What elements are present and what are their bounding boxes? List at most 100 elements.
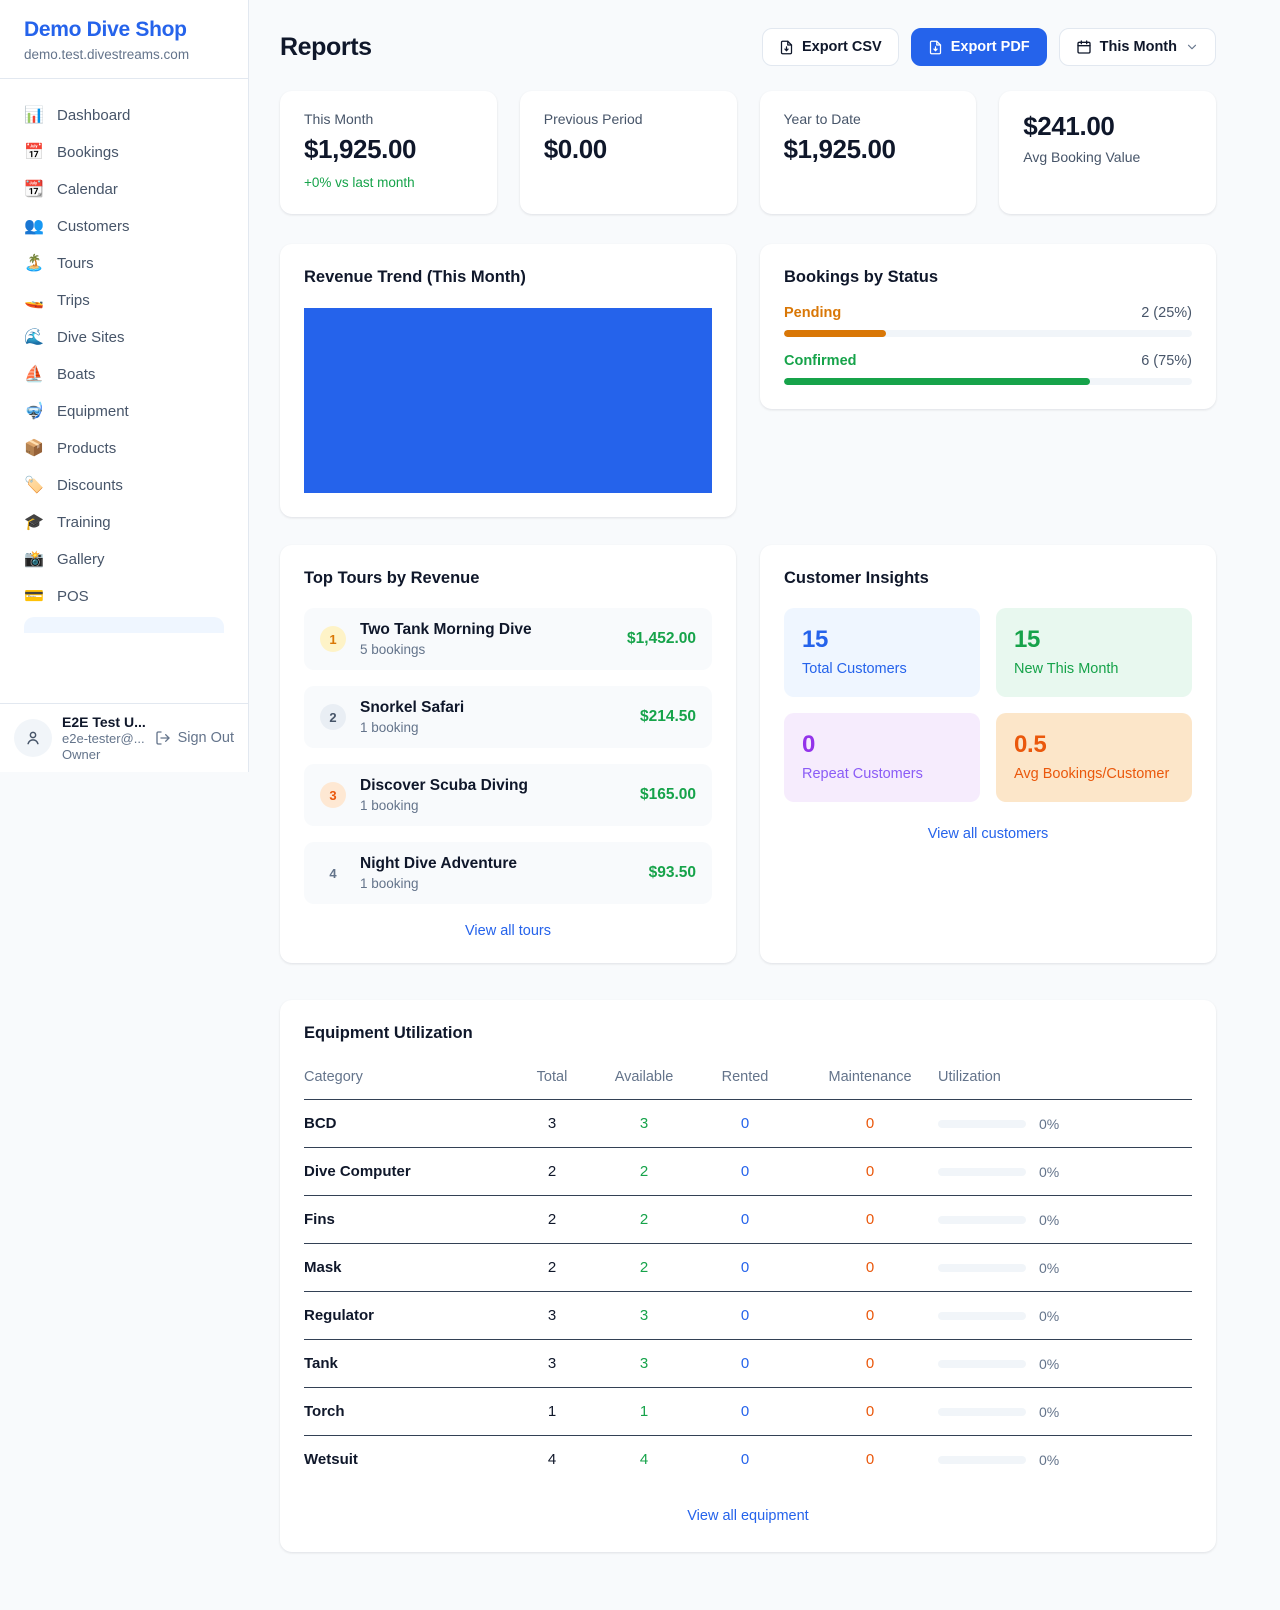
sidebar-item-pos[interactable]: 💳 POS xyxy=(12,578,236,615)
cell-available: 2 xyxy=(600,1147,688,1196)
sidebar-item-label: Boats xyxy=(57,366,96,383)
utilization-cell: 0% xyxy=(938,1404,1192,1420)
column-header-total: Total xyxy=(504,1057,600,1100)
cell-category: Dive Computer xyxy=(304,1147,504,1196)
cell-category: Fins xyxy=(304,1195,504,1244)
cell-category: Regulator xyxy=(304,1291,504,1340)
sidebar-item-discounts[interactable]: 🏷️ Discounts xyxy=(12,467,236,504)
cell-rented: 0 xyxy=(740,1451,750,1468)
calendar-date-icon: 📅 xyxy=(24,143,44,161)
user-name: E2E Test U... xyxy=(62,714,146,730)
main-content: Reports Export CSV Export PDF This Month xyxy=(280,0,1216,1592)
table-row: Regulator 3 3 0 0 0% xyxy=(304,1291,1192,1340)
utilization-cell: 0% xyxy=(938,1212,1192,1228)
period-selector[interactable]: This Month xyxy=(1058,28,1216,66)
tour-list-item[interactable]: 4 Night Dive Adventure 1 booking $93.50 xyxy=(304,842,712,904)
page-header: Reports Export CSV Export PDF This Month xyxy=(280,28,1216,66)
sidebar-item-calendar[interactable]: 📆 Calendar xyxy=(12,171,236,208)
column-header-available: Available xyxy=(600,1057,688,1100)
graduation-cap-icon: 🎓 xyxy=(24,513,44,531)
sidebar-item-training[interactable]: 🎓 Training xyxy=(12,504,236,541)
insight-value: 15 xyxy=(1014,626,1041,653)
stat-label: This Month xyxy=(304,111,374,127)
sidebar-item-bookings[interactable]: 📅 Bookings xyxy=(12,134,236,171)
cell-available: 4 xyxy=(639,1451,649,1468)
sidebar-item-boats[interactable]: ⛵ Boats xyxy=(12,356,236,393)
cell-maintenance: 0 xyxy=(802,1291,938,1340)
user-footer: E2E Test U... e2e-tester@... Owner Sign … xyxy=(0,703,248,772)
utilization-cell: 0% xyxy=(938,1164,1192,1180)
table-row: Wetsuit 4 4 0 0 0% xyxy=(304,1436,1192,1484)
insight-tile-avg-bookings: 0.5 Avg Bookings/Customer xyxy=(996,713,1192,802)
sidebar-item-dashboard[interactable]: 📊 Dashboard xyxy=(12,97,236,134)
export-pdf-button[interactable]: Export PDF xyxy=(910,28,1047,66)
status-bar-track xyxy=(784,330,1192,337)
column-header-rented: Rented xyxy=(688,1057,802,1100)
insight-tile-repeat-customers: 0 Repeat Customers xyxy=(784,713,980,802)
status-label: Confirmed xyxy=(784,353,857,369)
tour-name: Two Tank Morning Dive xyxy=(360,621,532,638)
chevron-down-icon xyxy=(1187,44,1197,50)
insight-tile-new-this-month: 15 New This Month xyxy=(996,608,1192,697)
sidebar-item-tours[interactable]: 🏝️ Tours xyxy=(12,245,236,282)
cell-available: 2 xyxy=(600,1243,688,1292)
export-csv-button[interactable]: Export CSV xyxy=(761,28,899,66)
tour-revenue: $1,452.00 xyxy=(627,630,696,647)
cell-maintenance: 0 xyxy=(865,1451,875,1468)
status-bar-track xyxy=(784,378,1192,385)
top-tours-title: Top Tours by Revenue xyxy=(304,569,480,587)
status-row-pending: Pending 2 (25%) xyxy=(784,305,1192,337)
status-bar-fill xyxy=(784,378,1090,385)
insight-label: Avg Bookings/Customer xyxy=(1014,766,1170,782)
user-meta: E2E Test U... e2e-tester@... Owner xyxy=(62,714,146,762)
cell-total: 3 xyxy=(504,1099,600,1148)
sidebar-item-dive-sites[interactable]: 🌊 Dive Sites xyxy=(12,319,236,356)
sidebar-item-gallery[interactable]: 📸 Gallery xyxy=(12,541,236,578)
insight-value: 0 xyxy=(802,731,816,758)
sidebar-item-customers[interactable]: 👥 Customers xyxy=(12,208,236,245)
cell-total: 3 xyxy=(504,1291,600,1340)
sidebar-item-reports-active-partial[interactable] xyxy=(24,617,224,633)
utilization-bar-track xyxy=(938,1167,1026,1176)
tour-list-item[interactable]: 1 Two Tank Morning Dive 5 bookings $1,45… xyxy=(304,608,712,670)
utilization-bar-track xyxy=(938,1215,1026,1224)
table-row: Torch 1 1 0 0 0% xyxy=(304,1387,1192,1436)
tour-revenue: $165.00 xyxy=(639,786,696,803)
tour-bookings: 5 bookings xyxy=(360,642,426,657)
tour-list-item[interactable]: 2 Snorkel Safari 1 booking $214.50 xyxy=(304,686,712,748)
island-icon: 🏝️ xyxy=(24,254,44,272)
sidebar-item-trips[interactable]: 🚤 Trips xyxy=(12,282,236,319)
sidebar-item-equipment[interactable]: 🤿 Equipment xyxy=(12,393,236,430)
status-row-confirmed: Confirmed 6 (75%) xyxy=(784,353,1192,385)
view-all-equipment-link[interactable]: View all equipment xyxy=(687,1508,809,1524)
utilization-cell: 0% xyxy=(938,1452,1192,1468)
view-all-tours-link[interactable]: View all tours xyxy=(465,923,551,939)
utilization-percent: 0% xyxy=(1039,1451,1060,1468)
status-label: Pending xyxy=(784,305,842,321)
status-bar-fill xyxy=(784,330,886,337)
brand-block: Demo Dive Shop demo.test.divestreams.com xyxy=(0,0,248,79)
equipment-table: Category Total Available Rented Maintena… xyxy=(304,1057,1192,1483)
tour-list-item[interactable]: 3 Discover Scuba Diving 1 booking $165.0… xyxy=(304,764,712,826)
bookings-by-status-card: Bookings by Status Pending 2 (25%) Confi… xyxy=(760,244,1216,409)
utilization-bar-track xyxy=(938,1407,1026,1416)
brand-domain: demo.test.divestreams.com xyxy=(24,47,190,62)
sidebar-item-label: Training xyxy=(57,514,111,531)
cell-maintenance: 0 xyxy=(802,1339,938,1388)
avatar xyxy=(14,719,52,757)
cell-available: 3 xyxy=(600,1339,688,1388)
credit-card-icon: 💳 xyxy=(24,587,44,605)
sidebar-item-label: Dashboard xyxy=(57,107,131,124)
stat-label: Avg Booking Value xyxy=(1023,149,1141,165)
sidebar-item-products[interactable]: 📦 Products xyxy=(12,430,236,467)
cell-total: 2 xyxy=(504,1147,600,1196)
cell-total: 4 xyxy=(547,1451,557,1468)
insight-label: Repeat Customers xyxy=(802,766,923,782)
brand-name[interactable]: Demo Dive Shop xyxy=(24,18,187,41)
sign-out-button[interactable]: Sign Out xyxy=(155,730,234,746)
revenue-trend-chart xyxy=(304,308,712,493)
table-row: BCD 3 3 0 0 0% xyxy=(304,1099,1192,1148)
column-header-category: Category xyxy=(304,1057,504,1100)
view-all-customers-link[interactable]: View all customers xyxy=(927,826,1049,842)
sidebar-nav: 📊 Dashboard 📅 Bookings 📆 Calendar 👥 Cust… xyxy=(0,79,248,703)
